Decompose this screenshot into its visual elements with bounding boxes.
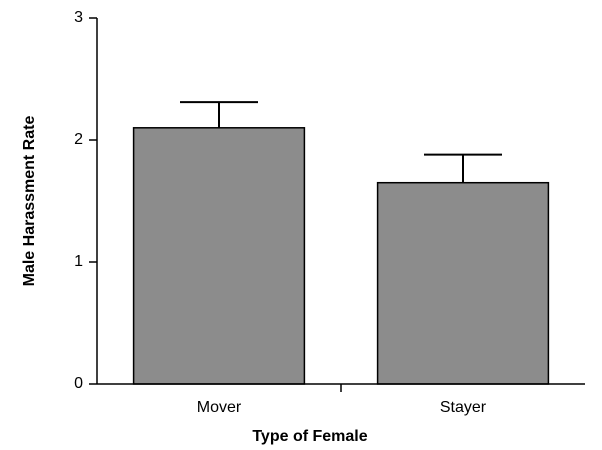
- bar: [132, 127, 306, 385]
- y-axis-title: Male Harassment Rate: [21, 116, 38, 287]
- x-tick-label: Mover: [197, 399, 242, 416]
- bar: [376, 181, 550, 385]
- y-tick-label: 3: [74, 9, 83, 26]
- y-tick-label: 0: [74, 375, 83, 392]
- x-tick-label: Stayer: [440, 399, 487, 416]
- y-tick-label: 2: [74, 131, 83, 148]
- y-tick-label: 1: [74, 253, 83, 270]
- x-axis-title: Type of Female: [252, 428, 367, 445]
